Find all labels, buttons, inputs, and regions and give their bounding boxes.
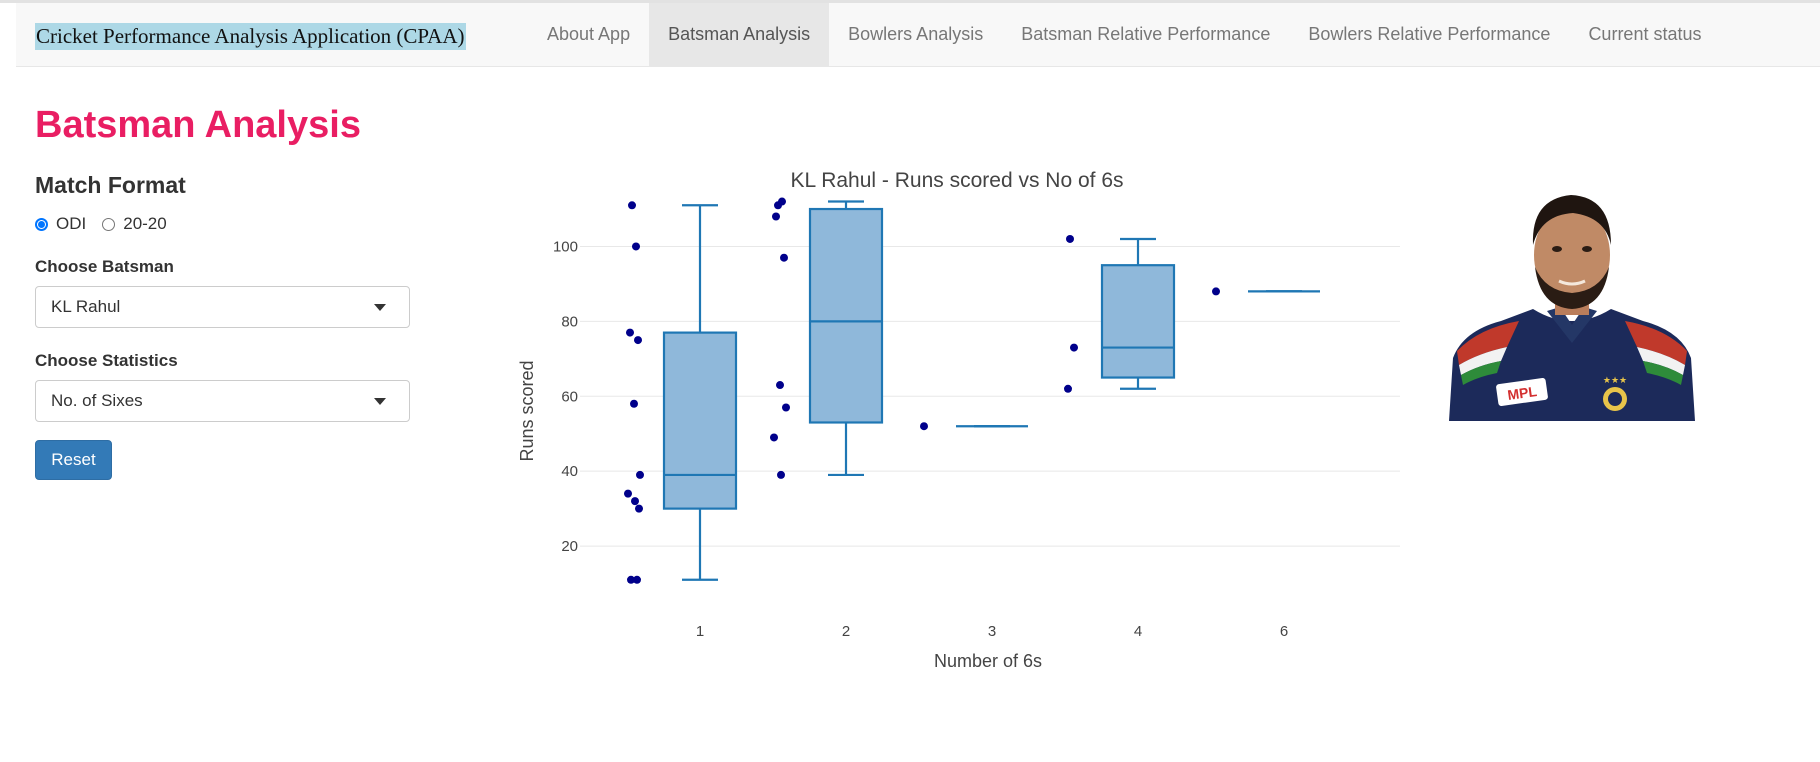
box-2	[808, 200, 884, 477]
radio-option-odi[interactable]: ODI	[35, 214, 86, 234]
batsman-select-value: KL Rahul	[51, 297, 121, 316]
batsman-select[interactable]: KL Rahul	[35, 286, 410, 328]
chevron-down-icon	[374, 398, 386, 405]
data-point	[635, 504, 643, 513]
data-point	[634, 336, 642, 345]
y-tick-label: 20	[561, 538, 578, 555]
data-point	[1212, 287, 1220, 296]
box-body	[1100, 264, 1176, 379]
data-point	[1064, 384, 1072, 393]
y-tick-label: 100	[553, 238, 578, 255]
y-axis-label: Runs scored	[517, 360, 537, 461]
radio-t20-label: 20-20	[123, 214, 167, 233]
data-point	[772, 212, 780, 221]
x-tick-label: 1	[696, 623, 704, 640]
box-1	[662, 204, 738, 581]
x-tick-label: 6	[1280, 623, 1288, 640]
data-point	[1066, 234, 1074, 243]
y-axis-ticks: 20 40 60 80 100	[553, 238, 578, 555]
svg-text:MPL: MPL	[1506, 383, 1538, 403]
match-format-radio-group: ODI 20-20	[35, 214, 425, 234]
data-point	[778, 197, 786, 206]
x-tick-label: 3	[988, 623, 996, 640]
data-point	[626, 328, 634, 337]
data-point	[1070, 343, 1078, 352]
player-portrait-icon: MPL ★★★	[1449, 195, 1695, 421]
svg-text:★★★: ★★★	[1603, 376, 1627, 386]
data-point	[630, 399, 638, 408]
radio-odi[interactable]	[35, 217, 48, 231]
navbar: Cricket Performance Analysis Application…	[16, 3, 1820, 67]
box-4	[1100, 237, 1176, 390]
tab-batsman-relative-performance[interactable]: Batsman Relative Performance	[1021, 24, 1271, 44]
data-point	[627, 575, 635, 584]
tab-about-app[interactable]: About App	[547, 24, 631, 44]
top-border	[0, 0, 1820, 3]
reset-button[interactable]: Reset	[35, 440, 112, 480]
tab-bowlers-analysis[interactable]: Bowlers Analysis	[848, 24, 984, 44]
y-tick-label: 60	[561, 388, 578, 405]
data-point	[780, 253, 788, 262]
data-point	[782, 403, 790, 412]
data-point	[770, 433, 778, 442]
chevron-down-icon	[374, 304, 386, 311]
tab-batsman-analysis[interactable]: Batsman Analysis	[649, 3, 830, 66]
data-point	[776, 381, 784, 390]
radio-odi-label: ODI	[56, 214, 87, 233]
chart-title: KL Rahul - Runs scored vs No of 6s	[790, 169, 1123, 192]
y-tick-label: 80	[561, 313, 578, 330]
x-axis-ticks: 1 2 3 4 6	[696, 623, 1288, 640]
radio-option-t20[interactable]: 20-20	[102, 214, 167, 234]
data-point	[920, 422, 928, 431]
data-point	[624, 489, 632, 498]
x-tick-label: 4	[1134, 623, 1142, 640]
box-body	[662, 331, 738, 510]
box-series	[662, 200, 1320, 581]
tab-bowlers-relative-performance[interactable]: Bowlers Relative Performance	[1308, 24, 1551, 44]
radio-t20[interactable]	[102, 217, 116, 231]
box-body	[808, 207, 884, 424]
tab-current-status[interactable]: Current status	[1588, 24, 1702, 44]
data-point	[632, 242, 640, 251]
data-point	[628, 201, 636, 210]
x-tick-label: 2	[842, 623, 850, 640]
data-point	[777, 470, 785, 479]
y-tick-label: 40	[561, 463, 578, 480]
x-axis-label: Number of 6s	[934, 651, 1042, 671]
page-title: Batsman Analysis	[35, 104, 361, 146]
point-series	[624, 197, 1220, 584]
statistics-select[interactable]: No. of Sixes	[35, 380, 410, 422]
data-point	[633, 575, 641, 584]
choose-statistics-label: Choose Statistics	[35, 351, 178, 370]
data-point	[631, 497, 639, 506]
data-point	[636, 470, 644, 479]
sidebar-panel: Batsman Analysis Match Format ODI 20-20 …	[35, 100, 425, 480]
choose-batsman-label: Choose Batsman	[35, 257, 174, 276]
runs-vs-sixes-box-plot: KL Rahul - Runs scored vs No of 6s 20 40 6…	[517, 169, 1400, 671]
app-brand[interactable]: Cricket Performance Analysis Application…	[35, 23, 466, 50]
match-format-heading: Match Format	[35, 172, 186, 198]
statistics-select-value: No. of Sixes	[51, 391, 143, 410]
nav-tabs: About App Batsman Analysis Bowlers Analy…	[528, 3, 1720, 66]
